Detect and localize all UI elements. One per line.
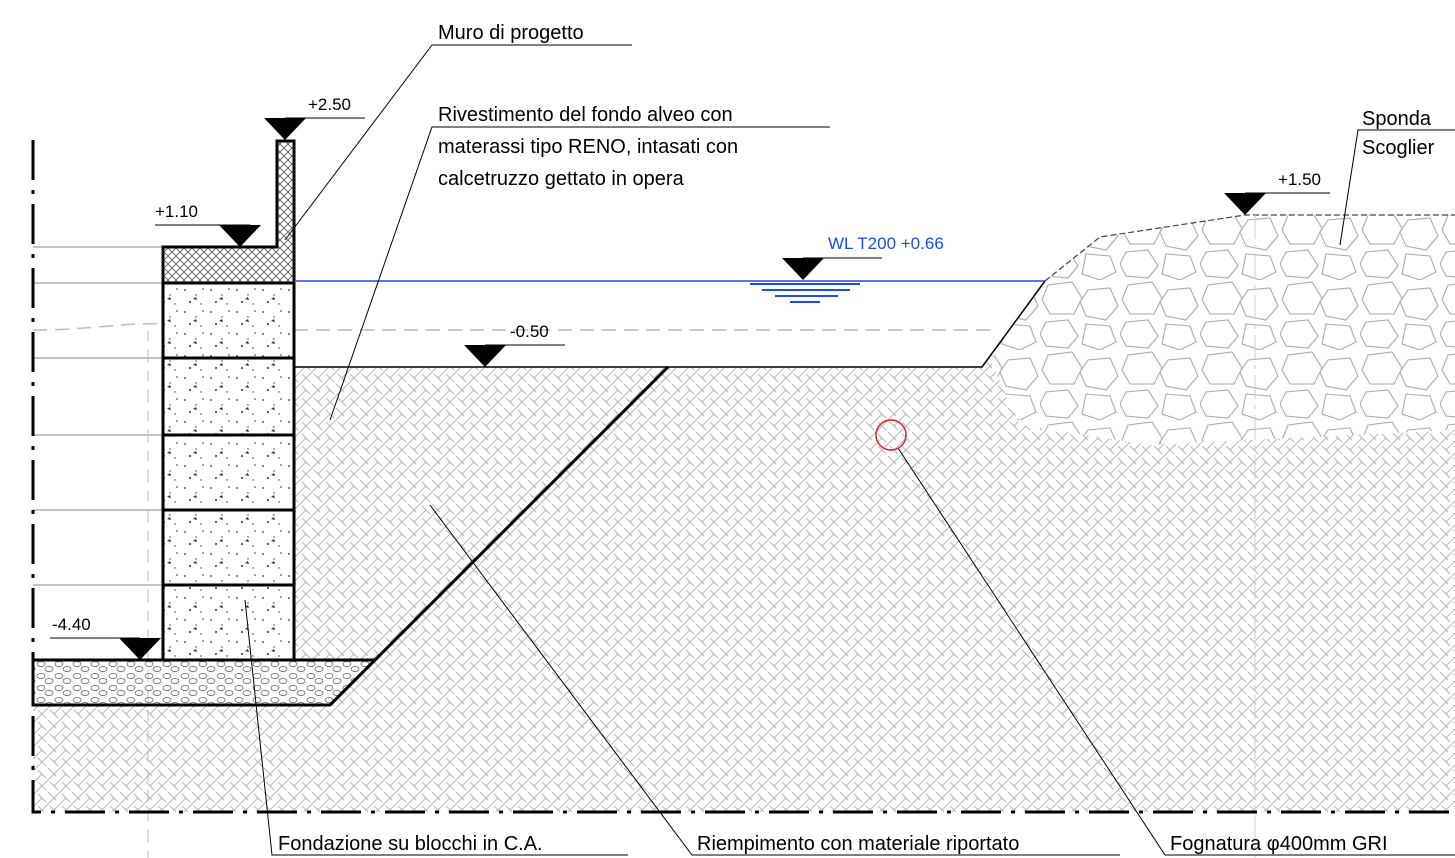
- level-marker: +1.10: [155, 202, 261, 247]
- label: Riempimento con materiale riportato: [697, 833, 1019, 855]
- level-label: +1.10: [155, 202, 198, 221]
- level-marker: +2.50: [264, 95, 365, 140]
- channel-bed: [294, 281, 1045, 367]
- foundation-blocks: [163, 283, 294, 660]
- label: materassi tipo RENO, intasati con: [438, 136, 738, 158]
- riprap: [990, 215, 1455, 445]
- gravel-base: [33, 660, 375, 705]
- label: calcetruzzo gettato in opera: [438, 168, 685, 190]
- level-marker: WL T200 +0.66: [750, 234, 944, 302]
- label: Rivestimento del fondo alveo con: [438, 104, 733, 126]
- level-label: WL T200 +0.66: [828, 234, 944, 253]
- label: Fognatura φ400mm GRI: [1170, 833, 1388, 855]
- left-lines: [33, 247, 163, 585]
- level-marker: +1.50: [1224, 170, 1330, 215]
- label: Sponda: [1362, 108, 1432, 130]
- level-marker: -4.40: [50, 615, 161, 660]
- label: Muro di progetto: [438, 22, 584, 44]
- label: Fondazione su blocchi in C.A.: [278, 833, 543, 855]
- label: Scoglier: [1362, 137, 1435, 159]
- level-label: +1.50: [1278, 170, 1321, 189]
- level-label: -4.40: [52, 615, 91, 634]
- level-label: +2.50: [308, 95, 351, 114]
- level-marker: -0.50: [464, 322, 565, 367]
- section-drawing: +2.50 +1.10 WL T200 +0.66 -0.50 +1.50 -4…: [0, 0, 1455, 858]
- level-label: -0.50: [510, 322, 549, 341]
